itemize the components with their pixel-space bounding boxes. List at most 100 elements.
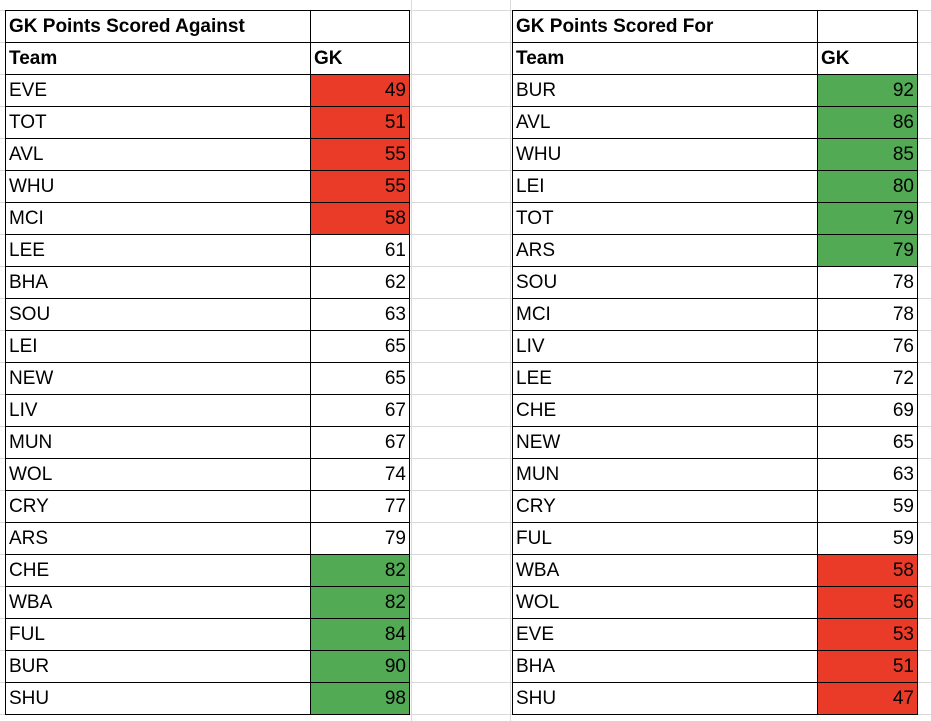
gk-value-cell[interactable]: 76 <box>817 330 918 363</box>
gk-value-cell[interactable]: 80 <box>817 170 918 203</box>
gk-value-cell[interactable]: 77 <box>310 490 410 523</box>
gk-value-cell[interactable]: 51 <box>310 106 410 139</box>
gk-value-cell[interactable]: 53 <box>817 618 918 651</box>
gk-value-cell[interactable]: 51 <box>817 650 918 683</box>
grid-line <box>0 394 931 395</box>
team-cell[interactable]: CRY <box>5 490 311 523</box>
gk-value-cell[interactable]: 58 <box>310 202 410 235</box>
grid-line <box>0 170 931 171</box>
gk-value-cell[interactable]: 56 <box>817 586 918 619</box>
team-cell[interactable]: LIV <box>5 394 311 427</box>
team-cell[interactable]: CHE <box>512 394 818 427</box>
team-cell[interactable]: MCI <box>512 298 818 331</box>
team-cell[interactable]: TOT <box>5 106 311 139</box>
team-cell[interactable]: BHA <box>512 650 818 683</box>
team-cell[interactable]: LEI <box>512 170 818 203</box>
gk-value-cell[interactable]: 62 <box>310 266 410 299</box>
gk-value-cell[interactable]: 63 <box>817 458 918 491</box>
column-header-gk[interactable]: GK <box>817 42 918 75</box>
team-cell[interactable]: SHU <box>512 682 818 715</box>
team-cell[interactable]: LEI <box>5 330 311 363</box>
table-title[interactable]: GK Points Scored For <box>512 10 818 43</box>
column-header-team[interactable]: Team <box>512 42 818 75</box>
grid-line <box>0 202 931 203</box>
gk-value-cell[interactable]: 74 <box>310 458 410 491</box>
team-cell[interactable]: BUR <box>512 74 818 107</box>
team-cell[interactable]: CRY <box>512 490 818 523</box>
gk-value-cell[interactable]: 85 <box>817 138 918 171</box>
grid-line <box>0 266 931 267</box>
team-cell[interactable]: AVL <box>5 138 311 171</box>
gk-value-cell[interactable]: 65 <box>310 362 410 395</box>
team-cell[interactable]: WBA <box>5 586 311 619</box>
gk-value-cell[interactable]: 98 <box>310 682 410 715</box>
gk-value-cell[interactable]: 72 <box>817 362 918 395</box>
team-cell[interactable]: BHA <box>5 266 311 299</box>
gk-value-cell[interactable]: 92 <box>817 74 918 107</box>
gk-value-cell[interactable]: 79 <box>310 522 410 555</box>
grid-line <box>0 10 931 11</box>
grid-line <box>0 650 931 651</box>
gk-value-cell[interactable]: 65 <box>310 330 410 363</box>
team-cell[interactable]: EVE <box>512 618 818 651</box>
empty-cell[interactable] <box>817 10 918 43</box>
grid-line <box>0 234 931 235</box>
gk-value-cell[interactable]: 86 <box>817 106 918 139</box>
gk-value-cell[interactable]: 58 <box>817 554 918 587</box>
grid-line <box>0 106 931 107</box>
gk-value-cell[interactable]: 69 <box>817 394 918 427</box>
team-cell[interactable]: LEE <box>5 234 311 267</box>
gk-value-cell[interactable]: 84 <box>310 618 410 651</box>
column-header-team[interactable]: Team <box>5 42 311 75</box>
gk-value-cell[interactable]: 59 <box>817 522 918 555</box>
grid-line <box>0 74 931 75</box>
grid-line <box>0 298 931 299</box>
grid-line <box>0 362 931 363</box>
gk-value-cell[interactable]: 67 <box>310 394 410 427</box>
table-title[interactable]: GK Points Scored Against <box>5 10 311 43</box>
team-cell[interactable]: ARS <box>512 234 818 267</box>
team-cell[interactable]: SHU <box>5 682 311 715</box>
gk-value-cell[interactable]: 90 <box>310 650 410 683</box>
team-cell[interactable]: WOL <box>5 458 311 491</box>
team-cell[interactable]: MUN <box>5 426 311 459</box>
gk-value-cell[interactable]: 49 <box>310 74 410 107</box>
team-cell[interactable]: TOT <box>512 202 818 235</box>
gk-value-cell[interactable]: 55 <box>310 138 410 171</box>
team-cell[interactable]: WHU <box>5 170 311 203</box>
team-cell[interactable]: NEW <box>512 426 818 459</box>
team-cell[interactable]: MUN <box>512 458 818 491</box>
team-cell[interactable]: CHE <box>5 554 311 587</box>
gk-value-cell[interactable]: 78 <box>817 298 918 331</box>
team-cell[interactable]: ARS <box>5 522 311 555</box>
team-cell[interactable]: FUL <box>512 522 818 555</box>
gk-value-cell[interactable]: 78 <box>817 266 918 299</box>
team-cell[interactable]: WBA <box>512 554 818 587</box>
team-cell[interactable]: NEW <box>5 362 311 395</box>
gk-value-cell[interactable]: 61 <box>310 234 410 267</box>
gk-value-cell[interactable]: 47 <box>817 682 918 715</box>
gk-value-cell[interactable]: 82 <box>310 554 410 587</box>
column-header-gk[interactable]: GK <box>310 42 410 75</box>
empty-cell[interactable] <box>310 10 410 43</box>
team-cell[interactable]: WHU <box>512 138 818 171</box>
gk-value-cell[interactable]: 65 <box>817 426 918 459</box>
team-cell[interactable]: LIV <box>512 330 818 363</box>
gk-value-cell[interactable]: 82 <box>310 586 410 619</box>
gk-value-cell[interactable]: 55 <box>310 170 410 203</box>
team-cell[interactable]: SOU <box>512 266 818 299</box>
team-cell[interactable]: WOL <box>512 586 818 619</box>
team-cell[interactable]: AVL <box>512 106 818 139</box>
grid-line <box>0 330 931 331</box>
team-cell[interactable]: SOU <box>5 298 311 331</box>
team-cell[interactable]: LEE <box>512 362 818 395</box>
gk-value-cell[interactable]: 59 <box>817 490 918 523</box>
gk-value-cell[interactable]: 67 <box>310 426 410 459</box>
team-cell[interactable]: MCI <box>5 202 311 235</box>
team-cell[interactable]: BUR <box>5 650 311 683</box>
team-cell[interactable]: FUL <box>5 618 311 651</box>
team-cell[interactable]: EVE <box>5 74 311 107</box>
gk-value-cell[interactable]: 63 <box>310 298 410 331</box>
gk-value-cell[interactable]: 79 <box>817 202 918 235</box>
gk-value-cell[interactable]: 79 <box>817 234 918 267</box>
